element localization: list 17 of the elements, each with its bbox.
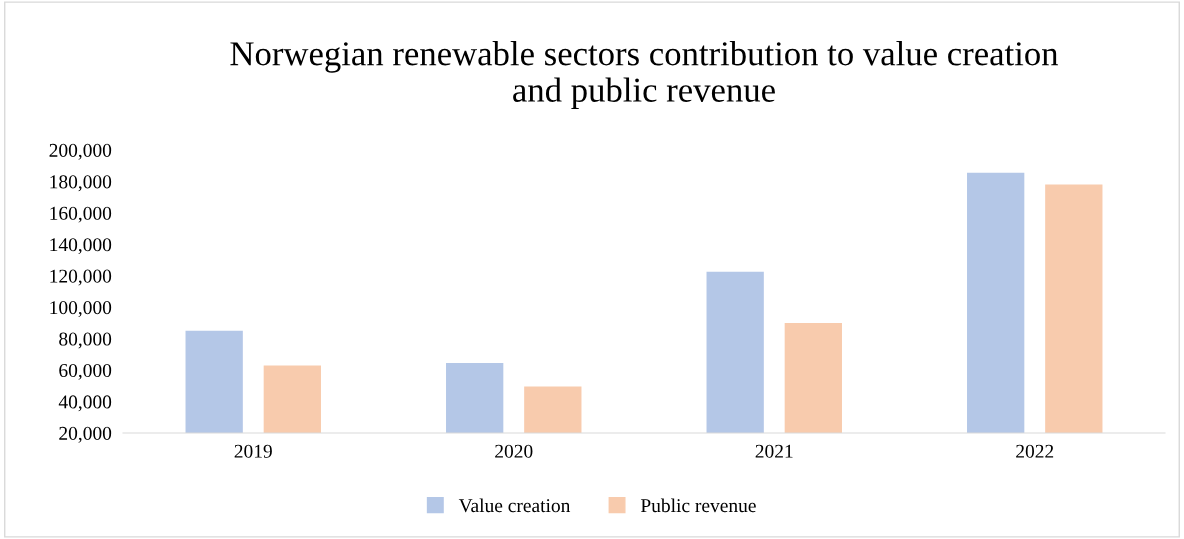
x-tick-label: 2021 [755, 444, 793, 458]
y-tick-label: 120,000 [50, 269, 112, 286]
x-tick-label: 2019 [234, 444, 272, 458]
x-tick-label: 2022 [1016, 444, 1054, 458]
y-tick-label: 20,000 [59, 426, 112, 443]
chart-title: Norwegian renewable sectors contribution to value creation and public revenue [230, 41, 1059, 109]
y-tick-label: 140,000 [50, 238, 112, 255]
legend-label: Value creation [458, 498, 571, 513]
legend-label: Public revenue [640, 498, 756, 513]
y-tick-label: 200,000 [49, 143, 112, 160]
y-tick-label: 80,000 [59, 332, 112, 349]
y-tick-label: 40,000 [58, 395, 112, 412]
y-tick-label: 180,000 [50, 175, 112, 192]
y-tick-label: 160,000 [50, 206, 112, 223]
x-tick-label: 2020 [495, 444, 533, 458]
y-tick-label: 60,000 [59, 363, 112, 380]
y-tick-label: 100,000 [50, 301, 112, 317]
